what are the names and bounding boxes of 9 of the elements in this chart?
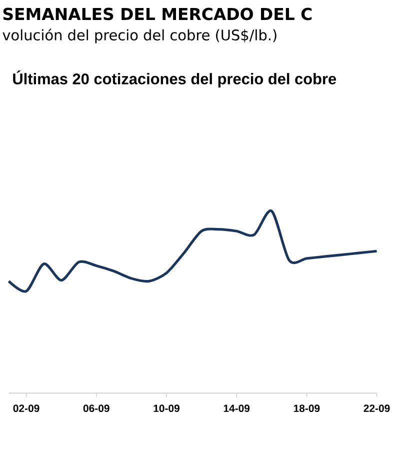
x-tick-label: 06-09: [83, 404, 110, 412]
x-tick-label: 14-09: [224, 404, 250, 412]
text: Últimas 20 cotizaciones del precio del cobre: [13, 70, 336, 88]
x-tick-label: 22-09: [364, 404, 390, 412]
chart-subtitle: volución del precio del cobre (US$/lb.): [2, 28, 276, 44]
chart-title: SEMANALES DEL MERCADO DEL C: [3, 8, 312, 20]
x-tick-label: 18-09: [294, 404, 320, 412]
x-tick-label: 02-09: [13, 404, 40, 412]
x-tick-label: 10-09: [154, 404, 180, 412]
